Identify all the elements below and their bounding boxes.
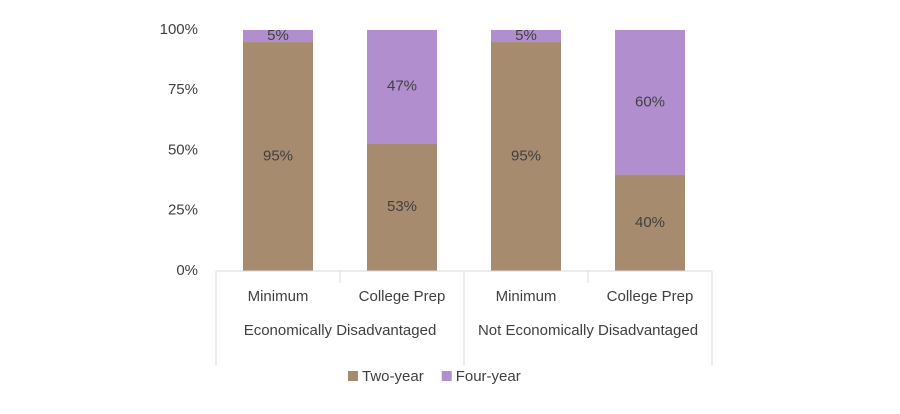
y-tick-label: 75% <box>168 81 198 98</box>
x-tick-label: Minimum <box>496 288 557 305</box>
bar-segment <box>491 30 561 43</box>
y-tick-label: 25% <box>168 202 198 219</box>
group-label: Not Economically Disadvantaged <box>477 322 699 339</box>
data-label: 47% <box>387 78 417 95</box>
data-label: 40% <box>635 214 665 231</box>
x-tick-label: College Prep <box>607 288 694 305</box>
data-label: 5% <box>267 27 289 44</box>
bar-segment <box>243 42 313 271</box>
y-tick-label: 100% <box>160 21 198 38</box>
data-label: 5% <box>515 27 537 44</box>
bar-segment <box>367 143 437 271</box>
x-tick-label: College Prep <box>359 288 446 305</box>
legend-label: Four-year <box>456 368 521 385</box>
legend-swatch <box>441 371 452 381</box>
bar-segment <box>615 30 685 175</box>
legend-label: Two-year <box>362 368 424 385</box>
data-label: 53% <box>387 198 417 215</box>
legend-swatch <box>348 371 358 381</box>
data-label: 95% <box>263 147 293 164</box>
data-label: 95% <box>511 147 541 164</box>
bar-segment <box>367 30 437 144</box>
bar-segment <box>615 174 685 271</box>
bar-segment <box>491 42 561 271</box>
bar-segment <box>243 30 313 43</box>
y-tick-label: 50% <box>168 141 198 158</box>
group-label: Economically Disadvantaged <box>243 322 437 339</box>
data-label: 60% <box>635 93 665 110</box>
y-tick-label: 0% <box>176 262 198 279</box>
x-tick-label: Minimum <box>248 288 309 305</box>
